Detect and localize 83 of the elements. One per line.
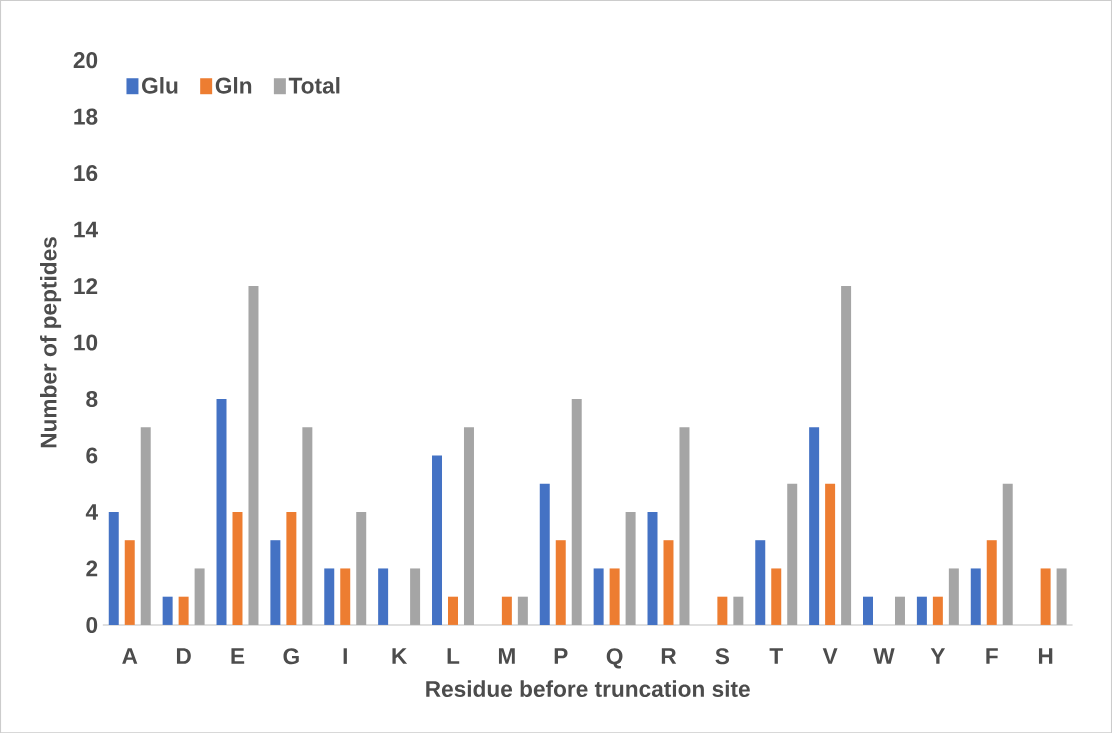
bar bbox=[733, 596, 744, 625]
bar bbox=[108, 511, 119, 625]
y-axis-title: Number of peptides bbox=[40, 236, 62, 448]
bar bbox=[448, 596, 458, 625]
bar bbox=[1056, 568, 1067, 625]
bar bbox=[679, 427, 690, 625]
bar bbox=[809, 427, 820, 625]
legend-label: Glu bbox=[142, 76, 178, 94]
bar bbox=[717, 596, 728, 625]
bar bbox=[539, 483, 550, 625]
x-tick-label: Q bbox=[606, 648, 623, 669]
bar bbox=[232, 511, 243, 625]
x-tick-label: V bbox=[822, 648, 838, 664]
bar bbox=[894, 596, 905, 625]
bar bbox=[124, 540, 135, 625]
x-axis-title: Residue before truncation site bbox=[426, 680, 750, 697]
bar bbox=[593, 568, 604, 625]
bar bbox=[771, 568, 782, 625]
bar bbox=[863, 596, 873, 625]
x-tick-label: F bbox=[986, 648, 998, 664]
y-tick-label: 10 bbox=[74, 334, 98, 351]
y-tick-label: 14 bbox=[74, 221, 98, 238]
bar bbox=[1002, 483, 1013, 625]
bar bbox=[1040, 568, 1051, 625]
y-tick-label: 16 bbox=[74, 164, 98, 181]
bar bbox=[555, 540, 566, 625]
bar bbox=[663, 540, 674, 625]
x-tick-label: W bbox=[873, 648, 895, 664]
y-tick-label: 20 bbox=[73, 51, 98, 68]
bar bbox=[463, 427, 474, 625]
legend-label: Gln bbox=[215, 76, 252, 94]
bar bbox=[841, 285, 852, 625]
bar bbox=[825, 483, 836, 625]
y-tick-label: 0 bbox=[86, 616, 98, 633]
x-tick-label: I bbox=[343, 648, 347, 664]
bar bbox=[248, 285, 259, 625]
bar bbox=[378, 568, 389, 625]
y-tick-label: 8 bbox=[86, 390, 98, 407]
x-tick-label: L bbox=[447, 648, 460, 664]
bar bbox=[324, 568, 335, 625]
bar bbox=[286, 511, 297, 625]
y-tick-label: 4 bbox=[85, 504, 98, 520]
bar bbox=[178, 596, 189, 625]
x-tick-label: A bbox=[122, 648, 138, 664]
y-tick-label: 12 bbox=[74, 277, 98, 294]
y-tick-label: 6 bbox=[86, 447, 98, 464]
bar bbox=[270, 540, 281, 625]
x-tick-label: P bbox=[554, 648, 568, 664]
bar bbox=[571, 398, 582, 625]
bar bbox=[787, 483, 798, 625]
bar bbox=[162, 596, 173, 625]
bar bbox=[916, 596, 927, 625]
bar bbox=[340, 568, 351, 625]
bar bbox=[432, 455, 443, 625]
x-tick-label: M bbox=[498, 648, 515, 664]
bar bbox=[609, 568, 620, 625]
bar bbox=[194, 568, 205, 625]
x-tick-label: T bbox=[769, 648, 783, 664]
bar bbox=[216, 398, 227, 625]
x-tick-label: D bbox=[176, 648, 191, 664]
bar bbox=[410, 568, 421, 625]
y-tick-label: 2 bbox=[86, 560, 98, 577]
x-tick-label: K bbox=[392, 648, 408, 664]
bar bbox=[970, 568, 981, 625]
x-tick-label: R bbox=[661, 648, 677, 664]
y-tick-label: 18 bbox=[74, 108, 98, 125]
bar bbox=[140, 427, 151, 625]
bar bbox=[302, 427, 313, 625]
bar bbox=[625, 511, 636, 625]
x-tick-label: Y bbox=[930, 648, 946, 664]
bar bbox=[517, 596, 528, 625]
x-tick-label: S bbox=[715, 648, 730, 665]
legend-label: Total bbox=[288, 76, 340, 94]
bar bbox=[948, 568, 959, 625]
x-tick-label: E bbox=[231, 648, 245, 664]
x-tick-label: G bbox=[283, 648, 299, 665]
bar bbox=[755, 540, 766, 625]
bar bbox=[932, 596, 943, 625]
bar bbox=[986, 540, 997, 625]
bar bbox=[501, 596, 512, 625]
bar bbox=[356, 511, 367, 625]
bar bbox=[647, 511, 658, 625]
x-tick-label: H bbox=[1038, 648, 1053, 664]
